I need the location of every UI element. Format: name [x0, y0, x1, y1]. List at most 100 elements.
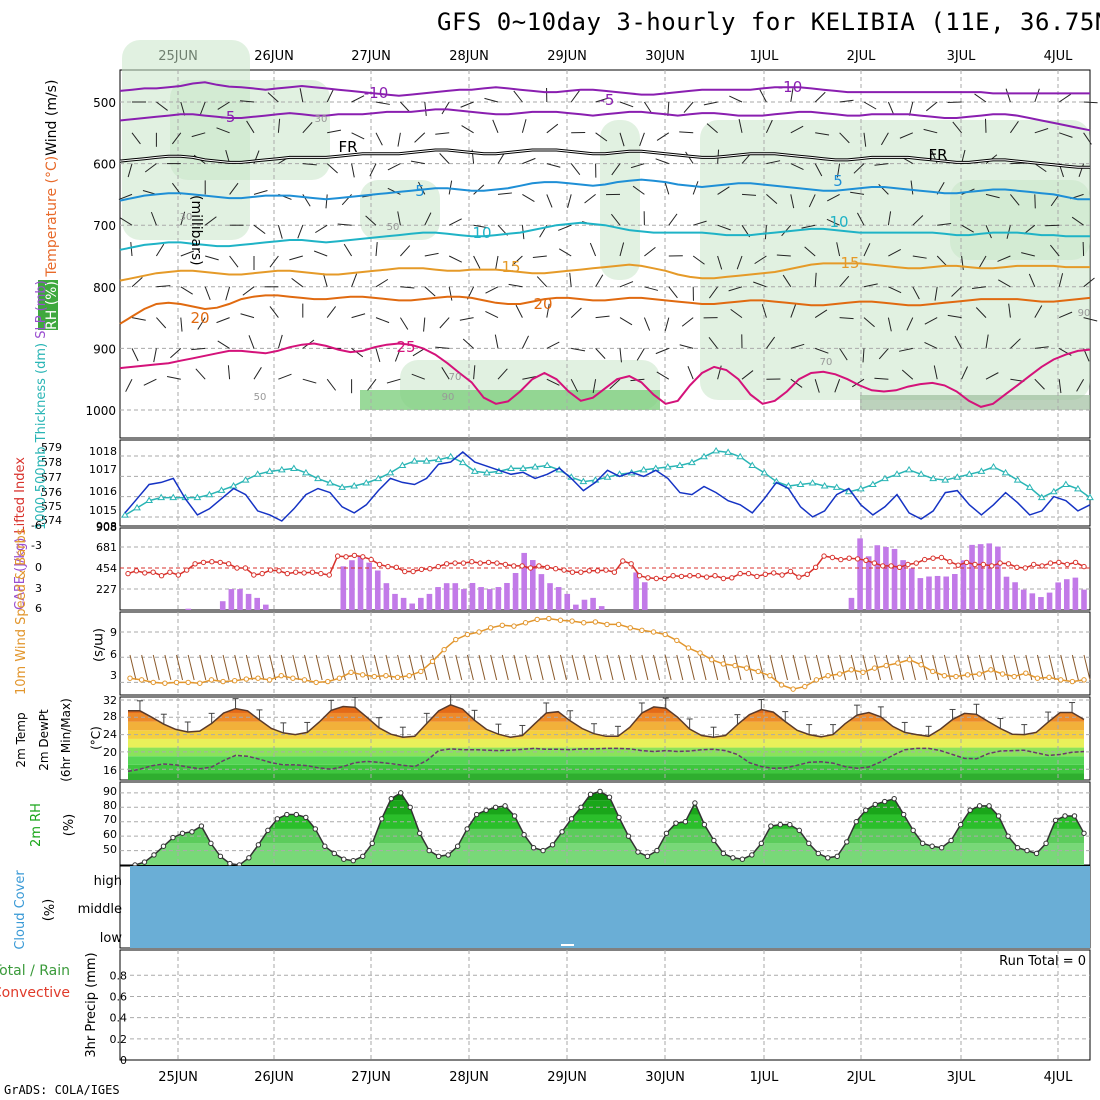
wind-barb [199, 101, 206, 116]
cape-bars [185, 538, 1087, 610]
wind-barb [584, 194, 596, 204]
slp-line [124, 451, 1091, 522]
marker [485, 559, 492, 566]
wind-barb [297, 225, 304, 239]
marker [673, 820, 679, 826]
cape-bar [977, 544, 984, 610]
wind-barb [253, 190, 268, 195]
wind-barb [386, 378, 401, 384]
day-label-top: 28JUN [449, 49, 489, 64]
wind-barb [839, 132, 850, 144]
cape-bar [443, 583, 450, 610]
marker [173, 679, 180, 686]
wind-barb [679, 344, 694, 349]
wind-barb [302, 163, 317, 166]
marker [697, 650, 703, 656]
wind-barb [759, 89, 767, 103]
marker [398, 461, 407, 469]
dewpoint-line [127, 747, 1085, 773]
marker [695, 573, 701, 579]
wind-barb [790, 125, 804, 134]
wind-barb [229, 182, 239, 195]
wind-barb [484, 97, 499, 103]
pressure-tick: 1000 [85, 404, 116, 418]
marker [418, 566, 425, 573]
wind-barb [326, 163, 338, 174]
wind-barb [546, 194, 553, 208]
marker [929, 843, 935, 849]
marker [806, 840, 812, 847]
isotherm-label: 15 [501, 258, 520, 276]
marker [255, 842, 262, 848]
wind-barb [408, 654, 416, 681]
wind-barb [717, 186, 730, 195]
wind-barb [792, 654, 800, 681]
marker [259, 570, 265, 577]
marker [604, 621, 610, 628]
precip-tick: 0.6 [110, 990, 128, 1003]
wind-barb [269, 654, 277, 681]
cape-bar [486, 589, 493, 610]
marker [663, 830, 670, 836]
marker [760, 468, 769, 476]
cape-bar [1012, 582, 1018, 610]
day-label-bottom: 30JUN [645, 1070, 685, 1085]
precip-tick: 0.4 [110, 1012, 128, 1025]
cape-bar [995, 546, 1001, 610]
wind-barb [546, 163, 561, 168]
wind-barb [315, 224, 328, 234]
wind-barb [746, 654, 754, 681]
marker [1025, 483, 1034, 490]
wind-barb [708, 286, 719, 299]
wind-barb [127, 163, 133, 178]
wind-barb [736, 255, 743, 270]
wind-barb [546, 303, 550, 318]
cloud-low-label: low [100, 931, 123, 946]
isotherm-label: 20 [190, 309, 209, 327]
cape-bar [547, 583, 553, 610]
li-label: Lifted Index [13, 457, 28, 534]
marker [815, 850, 821, 857]
wind-barb [180, 250, 195, 257]
marker [986, 803, 992, 809]
wind-barb [1050, 244, 1060, 257]
wind-barb [990, 654, 998, 681]
wind-barb [764, 225, 767, 240]
cape-bar [943, 576, 949, 610]
marker [334, 553, 341, 559]
wind-barb [683, 101, 694, 113]
wind-barb [166, 376, 181, 380]
wind-barb [592, 379, 597, 394]
wind-barb [985, 193, 1000, 199]
li-tick: 0 [35, 561, 42, 574]
marker [302, 468, 310, 476]
wind-barb [998, 279, 1011, 288]
marker [720, 661, 727, 667]
wind-barb [826, 218, 840, 226]
marker [980, 561, 987, 568]
wind-barb [619, 348, 622, 363]
rh-contour-label: 90 [1078, 308, 1091, 319]
wind-barb [558, 224, 572, 231]
marker [919, 840, 926, 847]
marker [255, 675, 261, 681]
li-tick: 6 [35, 602, 42, 615]
isotherm-label: 15 [840, 254, 859, 272]
slp-tick: 1017 [89, 463, 117, 476]
marker [483, 807, 489, 813]
wind-barb [399, 317, 409, 330]
isotherm-label: 10 [829, 213, 848, 231]
cape-bar [934, 575, 941, 610]
wind-barb [400, 245, 411, 257]
wind-barb [559, 654, 567, 681]
marker [217, 559, 223, 566]
marker [703, 574, 710, 580]
marker [720, 850, 727, 857]
marker [653, 575, 660, 582]
precip-tick: 0.8 [110, 969, 128, 982]
slp-tick: 1016 [89, 485, 117, 498]
wind-barb [609, 378, 621, 390]
isotherm-20 [119, 294, 1091, 325]
marker [834, 853, 840, 860]
marker [1081, 830, 1087, 836]
